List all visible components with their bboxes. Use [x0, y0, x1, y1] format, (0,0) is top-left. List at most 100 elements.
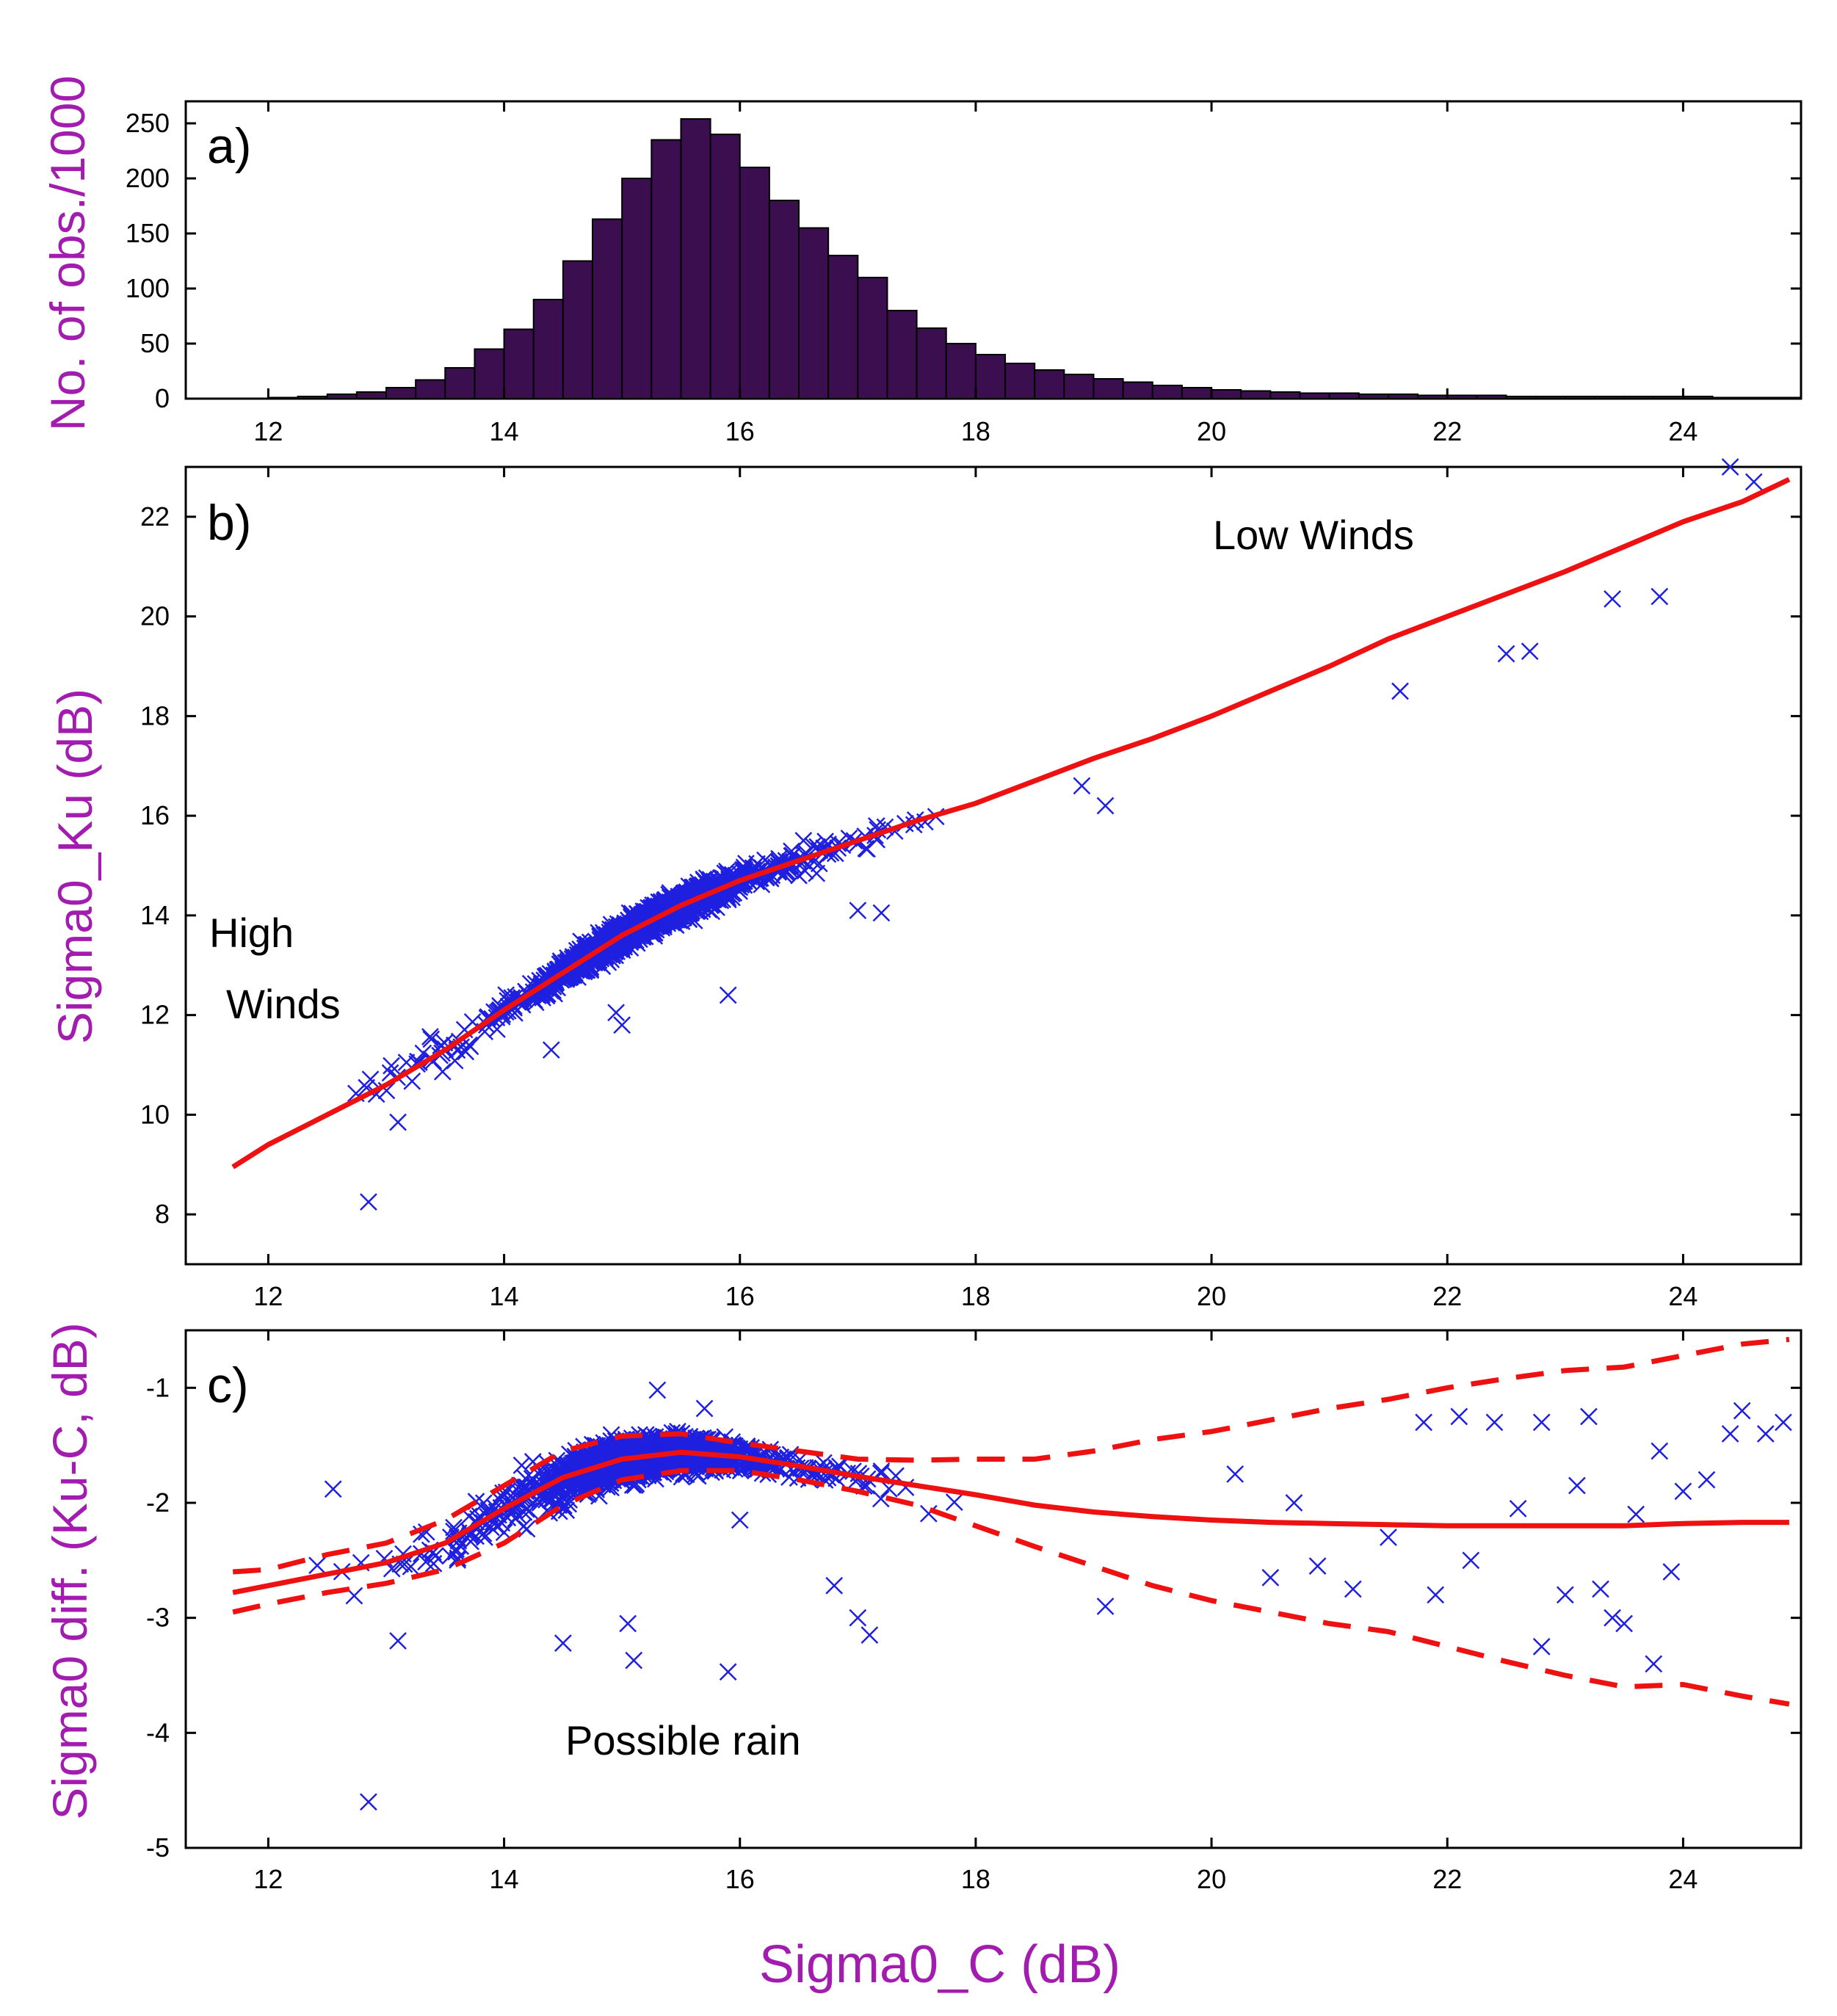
- panel-b-frame: [184, 465, 1802, 1266]
- scatter-outlier: [695, 1399, 714, 1418]
- histogram-bar: [532, 299, 564, 399]
- scatter-marker: [553, 1487, 571, 1505]
- histogram-bar: [1417, 394, 1449, 399]
- scatter-marker: [449, 1531, 468, 1550]
- scatter-outlier: [1721, 1425, 1739, 1443]
- scatter-marker: [523, 1470, 542, 1488]
- panel-a-y-tick-label: 250: [126, 108, 170, 138]
- panel-b-x-ticks: 12 14 16 18 20 22 24: [253, 467, 1697, 1311]
- histogram-bar: [709, 134, 741, 399]
- panel-a-label: a): [207, 118, 251, 174]
- scatter-outlier: [1615, 1614, 1634, 1633]
- annotation-possible-rain: Possible rain: [565, 1717, 801, 1763]
- scatter-marker: [403, 1072, 421, 1090]
- panel-b-label: b): [207, 495, 251, 551]
- panel-b-y-tick-label: 16: [140, 800, 170, 830]
- scatter-marker: [804, 837, 822, 855]
- histogram-bar: [857, 277, 888, 399]
- panel-c-y-tick-label: -4: [146, 1717, 170, 1747]
- scatter-marker: [557, 1501, 576, 1520]
- histogram-bar: [621, 178, 653, 399]
- scatter-marker: [449, 1551, 466, 1569]
- scatter-marker: [433, 1062, 452, 1081]
- scatter-outlier: [860, 1626, 879, 1645]
- panel-c-x-tick-label: 20: [1197, 1864, 1226, 1894]
- panel-a-y-axis-label: No. of obs./1000: [40, 76, 95, 431]
- scatter-marker: [748, 855, 766, 873]
- scatter-marker: [493, 1514, 511, 1532]
- panel-a-y-ticks: 0 50 100 150 200 250: [126, 108, 1801, 413]
- scatter-outlier: [1509, 1499, 1527, 1518]
- scatter-outlier: [1592, 1580, 1609, 1598]
- scatter-marker: [452, 1537, 470, 1555]
- scatter-outlier: [1073, 777, 1091, 795]
- histogram-bar: [355, 391, 387, 399]
- scatter-outlier: [1521, 642, 1539, 661]
- histogram-bar: [1623, 396, 1655, 399]
- scatter-outlier: [1651, 587, 1669, 606]
- scatter-marker: [474, 1494, 493, 1512]
- histogram-bar: [1476, 394, 1507, 399]
- scatter-marker: [361, 1070, 380, 1089]
- panel-c-y-tick-label: -3: [146, 1603, 170, 1633]
- scatter-outlier: [1556, 1586, 1574, 1604]
- scatter-marker: [872, 1490, 890, 1508]
- panel-b-x-tick-label: 14: [490, 1281, 519, 1311]
- scatter-outlier: [625, 1651, 643, 1669]
- histogram-bar: [916, 327, 947, 399]
- scatter-outlier: [1568, 1476, 1586, 1495]
- scatter-outlier: [1096, 1598, 1115, 1615]
- histogram-bar: [1741, 396, 1772, 399]
- panel-b-y-tick-label: 10: [140, 1099, 170, 1129]
- scatter-marker: [497, 986, 515, 1004]
- scatter-outliers-b: [360, 458, 1763, 1211]
- scatter-marker: [446, 1051, 464, 1070]
- scatter-outlier: [542, 1041, 560, 1059]
- histogram-bar: [1505, 396, 1537, 399]
- annotation-high: High: [209, 910, 294, 956]
- scatter-outlier: [619, 1614, 637, 1633]
- scatter-marker: [559, 1495, 578, 1513]
- scatter-outlier: [1226, 1465, 1244, 1483]
- scatter-outlier: [1744, 473, 1763, 491]
- panel-b-x-tick-label: 24: [1668, 1281, 1697, 1311]
- scatter-outlier: [825, 1576, 844, 1595]
- scatter-outlier: [1285, 1494, 1303, 1512]
- panel-b-y-tick-label: 12: [140, 1000, 170, 1030]
- panel-b-x-tick-label: 16: [725, 1281, 755, 1311]
- upper-bound-line: [232, 1337, 1790, 1575]
- scatter-outlier: [324, 1480, 342, 1498]
- scatter-marker: [719, 865, 737, 883]
- scatter-outlier: [1733, 1402, 1751, 1420]
- panel-c-y-tick-label: -1: [146, 1372, 170, 1402]
- histogram-bar: [385, 387, 417, 399]
- scatter-cloud-b: [347, 808, 945, 1103]
- scatter-outlier: [360, 1793, 377, 1811]
- scatter-outlier: [872, 904, 891, 922]
- fit-line-b: [231, 476, 1791, 1170]
- histogram-bar: [680, 118, 711, 399]
- panel-c-x-tick-label: 12: [253, 1864, 283, 1894]
- scatter-cloud-c: [308, 1422, 963, 1605]
- panel-a: 12 14 16 18 20 22 24 0 50 100 150 200 250 a) No. of…: [40, 76, 1802, 446]
- panel-a-x-tick-label: 22: [1432, 416, 1462, 446]
- histogram-bar: [326, 394, 358, 399]
- scatter-marker: [808, 864, 826, 882]
- scatter-outlier: [1756, 1425, 1775, 1443]
- scatter-outlier: [1485, 1413, 1504, 1432]
- panel-c-x-ticks: 12 14 16 18 20 22 24: [253, 1330, 1697, 1894]
- scatter-outlier: [648, 1381, 667, 1399]
- panel-b-x-tick-label: 12: [253, 1281, 283, 1311]
- panel-b-y-tick-label: 20: [140, 601, 170, 631]
- panel-b-x-tick-label: 22: [1432, 1281, 1462, 1311]
- histogram-bar: [827, 255, 859, 399]
- panel-c-x-tick-label: 14: [490, 1864, 519, 1894]
- histogram-bar: [651, 139, 682, 399]
- scatter-outlier: [849, 1609, 867, 1627]
- mean-line-c: [232, 1449, 1789, 1595]
- scatter-marker: [402, 1557, 420, 1576]
- scatter-marker: [642, 1429, 661, 1448]
- scatter-marker: [383, 1056, 400, 1075]
- panel-c-x-axis-label: Sigma0_C (dB): [759, 1935, 1120, 1994]
